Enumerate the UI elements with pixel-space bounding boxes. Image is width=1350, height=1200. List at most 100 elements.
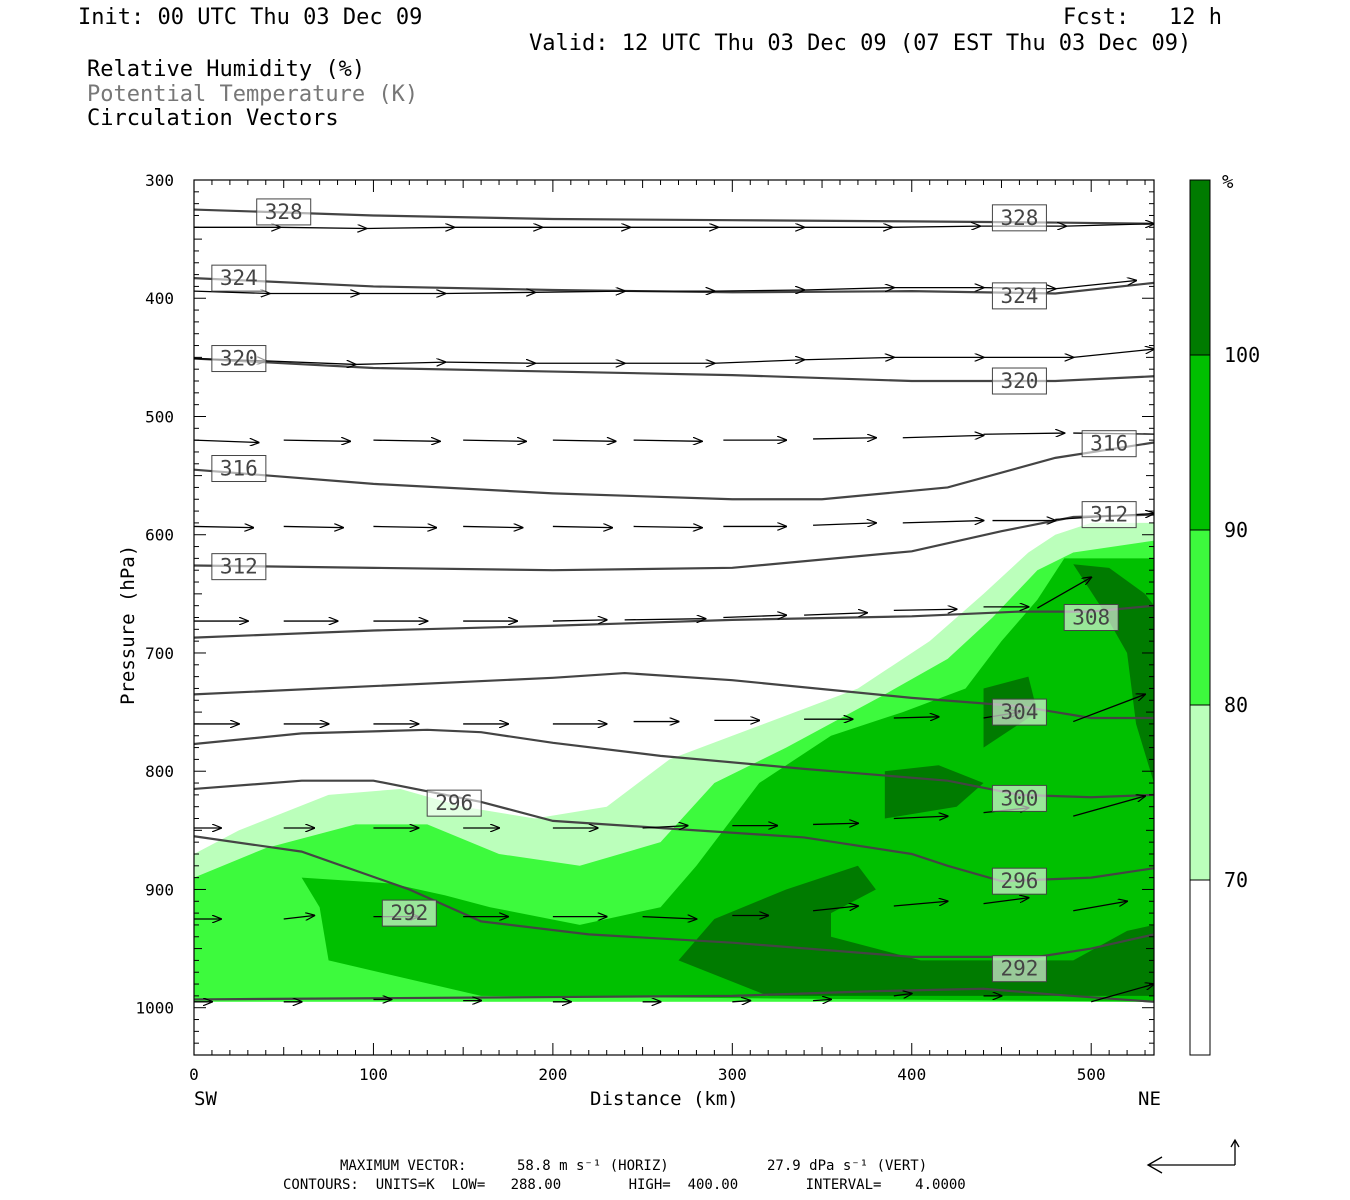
circulation-vector-4-7: [813, 523, 876, 525]
y-tick-label-600: 600: [145, 526, 174, 545]
circulation-vector-3-3: [463, 440, 526, 441]
theta-label-324-0: 324: [220, 266, 258, 290]
theta-label-312-0: 312: [220, 555, 258, 579]
circulation-vector-4-1: [283, 526, 343, 527]
x-tick-label-400: 400: [897, 1065, 926, 1084]
y-tick-label-500: 500: [145, 407, 174, 426]
max-vector-vert: 27.9 dPa s⁻¹ (VERT): [767, 1158, 928, 1174]
colorbar-swatch-2: [1189, 529, 1211, 706]
circulation-vector-1-7: [804, 288, 894, 290]
rh-region-90-100-2: [301, 558, 1154, 1002]
x-tick-label-500: 500: [1077, 1065, 1106, 1084]
x-axis-title: Distance (km): [590, 1088, 739, 1110]
circulation-vector-3-7: [813, 438, 876, 439]
theta-contour-288: [194, 987, 1154, 1003]
circulation-vector-7-5: [642, 826, 688, 828]
circulation-vector-2-2: [355, 362, 445, 364]
circulation-vector-3-0: [194, 440, 259, 442]
valid-time: Valid: 12 UTC Thu 03 Dec 09 (07 EST Thu …: [529, 31, 1192, 56]
circulation-vector-3-8: [902, 435, 984, 437]
colorbar-swatch-1: [1189, 354, 1211, 531]
y-tick-label-700: 700: [145, 644, 174, 663]
theta-label-296-0: 296: [435, 791, 473, 815]
circulation-vector-4-0: [194, 526, 253, 527]
theta-label-box-312-0: [211, 553, 267, 581]
theta-label-box-300-0: [991, 784, 1047, 812]
theta-label-box-304-0: [991, 698, 1047, 726]
circulation-vector-9-10: [1091, 984, 1154, 1003]
circulation-vector-4-2: [373, 526, 436, 527]
theta-label-296-1: 296: [1000, 869, 1038, 893]
init-time: Init: 00 UTC Thu 03 Dec 09: [78, 5, 423, 30]
circulation-vector-0-1: [280, 227, 366, 228]
theta-label-320-1: 320: [1000, 369, 1038, 393]
reference-vector-icon: [1146, 1138, 1240, 1174]
theta-contour-328: [194, 208, 1154, 225]
circulation-vector-3-4: [552, 440, 616, 441]
circulation-vector-1-10: [1055, 281, 1136, 290]
circulation-vector-8-8: [893, 901, 948, 907]
circulation-vector-0-2: [366, 227, 454, 228]
y-tick-label-1000: 1000: [135, 999, 174, 1018]
theta-label-320-0: 320: [220, 347, 258, 371]
circulation-vector-0-10: [1066, 224, 1154, 226]
theta-contour-324: [194, 277, 1154, 295]
colorbar-label-90: 90: [1224, 518, 1248, 542]
circulation-vector-1-4: [534, 291, 625, 292]
theta-label-box-292-1: [991, 955, 1047, 983]
theta-label-box-324-1: [991, 282, 1047, 310]
circulation-vector-5-10: [1037, 577, 1091, 609]
theta-label-box-292-0: [381, 899, 437, 927]
circulation-vector-2-7: [804, 357, 894, 359]
circulation-vector-8-1: [283, 915, 315, 919]
contour-summary: CONTOURS: UNITS=K LOW= 288.00 HIGH= 400.…: [283, 1177, 966, 1193]
theta-contour-312: [194, 513, 1154, 572]
theta-label-box-312-1: [1081, 501, 1137, 529]
forecast-hour: Fcst: 12 h: [1063, 5, 1222, 30]
circulation-vector-0-8: [892, 226, 980, 227]
circulation-vector-4-5: [633, 526, 702, 527]
colorbar-label-100: 100: [1224, 343, 1260, 367]
colorbar-unit: %: [1222, 171, 1234, 193]
circulation-vector-1-0: [194, 291, 269, 293]
theta-label-316-1: 316: [1090, 432, 1128, 456]
y-tick-label-800: 800: [145, 762, 174, 781]
circulation-vector-7-8: [893, 816, 948, 818]
circulation-vector-8-10: [1073, 901, 1127, 912]
circulation-vector-9-8: [893, 994, 912, 996]
rh-region-100plus-5: [1073, 564, 1154, 784]
theta-contour-292: [194, 835, 1154, 958]
theta-label-box-324-0: [211, 264, 267, 292]
theta-label-box-328-0: [256, 198, 312, 226]
field-vectors-label: Circulation Vectors: [87, 106, 339, 131]
circulation-vector-3-5: [633, 440, 702, 441]
circulation-vector-4-3: [463, 526, 522, 527]
colorbar-label-70: 70: [1224, 868, 1248, 892]
theta-label-292-1: 292: [1000, 957, 1038, 981]
theta-label-308-0: 308: [1072, 606, 1110, 630]
circulation-vector-1-3: [445, 292, 535, 293]
colorbar-swatch-0: [1189, 179, 1211, 356]
theta-contour-316: [194, 441, 1154, 501]
circulation-vector-6-10: [1073, 694, 1145, 723]
circulation-vector-3-1: [283, 440, 350, 441]
circulation-vector-2-3: [445, 362, 535, 363]
circulation-vector-1-6: [714, 290, 804, 291]
y-axis-title: Pressure (hPa): [117, 545, 139, 705]
circulation-vector-8-7: [812, 906, 858, 912]
x-tick-label-0: 0: [189, 1065, 199, 1084]
theta-contour-320: [194, 357, 1154, 383]
theta-label-316-0: 316: [220, 457, 258, 481]
circulation-vector-2-1: [265, 361, 356, 365]
colorbar-swatch-4: [1189, 879, 1211, 1056]
circulation-vector-6-8: [893, 717, 939, 718]
theta-label-300-0: 300: [1000, 786, 1038, 810]
circulation-vector-5-7: [804, 613, 867, 615]
theta-label-304-0: 304: [1000, 700, 1038, 724]
circulation-vector-2-6: [714, 360, 804, 364]
y-tick-label-900: 900: [145, 880, 174, 899]
field-rh-label: Relative Humidity (%): [87, 57, 366, 82]
x-axis-right-end: NE: [1138, 1088, 1161, 1110]
circulation-vector-4-4: [552, 526, 612, 527]
